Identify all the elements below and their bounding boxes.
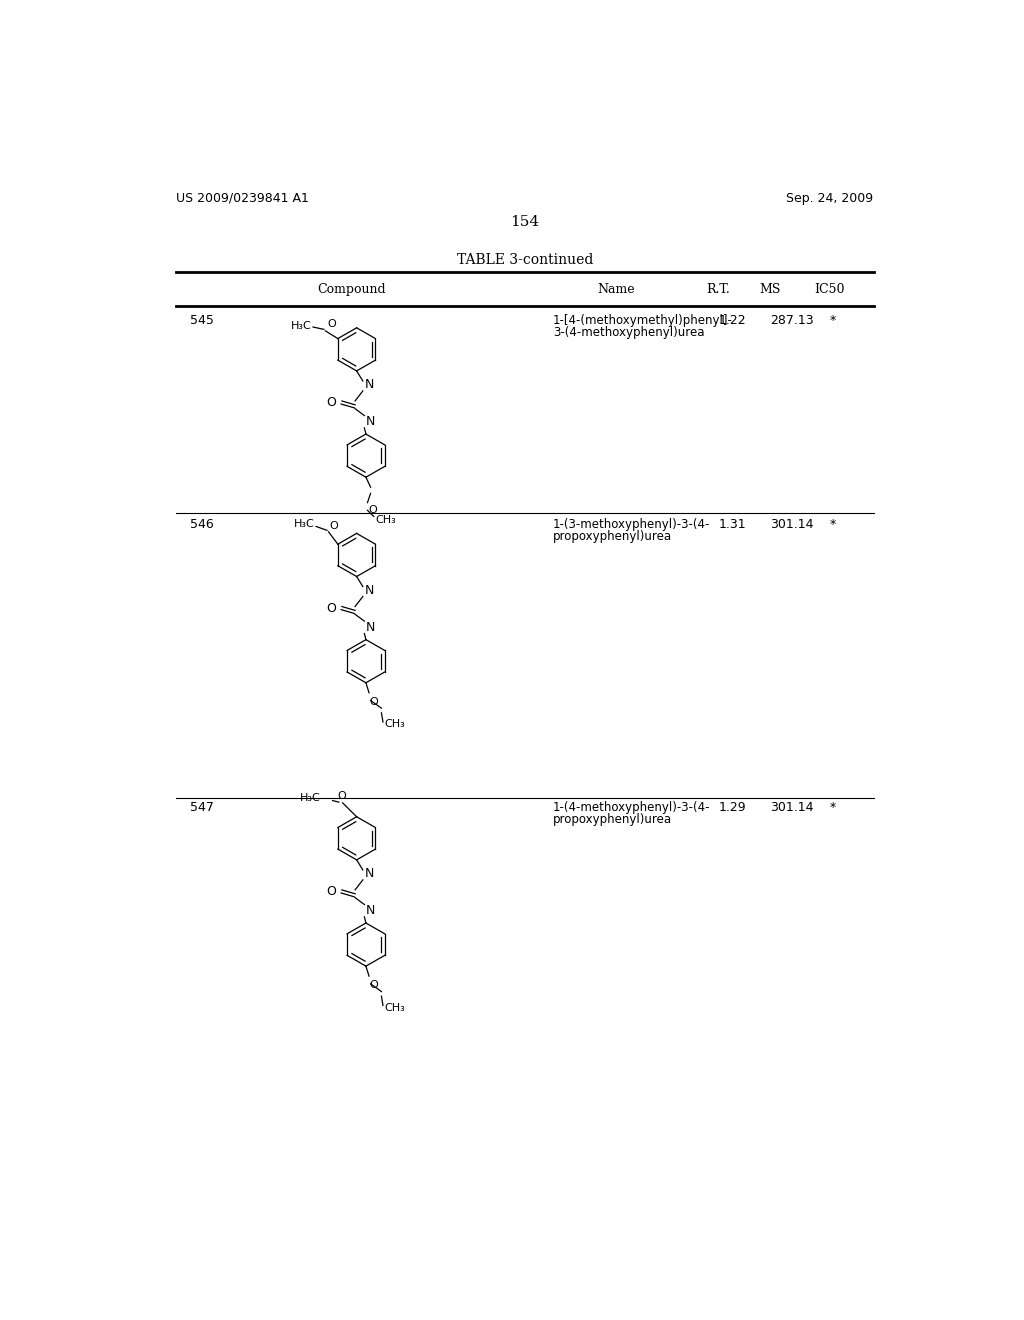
Text: 3-(4-methoxyphenyl)urea: 3-(4-methoxyphenyl)urea (553, 326, 705, 339)
Text: O: O (327, 884, 337, 898)
Text: 301.14: 301.14 (770, 801, 813, 814)
Text: O: O (370, 979, 379, 990)
Text: H₃C: H₃C (300, 793, 321, 804)
Text: 287.13: 287.13 (770, 314, 813, 326)
Text: 154: 154 (510, 215, 540, 228)
Text: O: O (370, 697, 379, 706)
Text: CH₃: CH₃ (385, 1003, 406, 1012)
Text: 1-(4-methoxyphenyl)-3-(4-: 1-(4-methoxyphenyl)-3-(4- (553, 801, 711, 814)
Text: 1-[4-(methoxymethyl)phenyl]-: 1-[4-(methoxymethyl)phenyl]- (553, 314, 732, 326)
Text: N: N (365, 583, 374, 597)
Text: propoxyphenyl)urea: propoxyphenyl)urea (553, 813, 672, 826)
Text: N: N (365, 867, 374, 880)
Text: N: N (365, 379, 374, 391)
Text: H₃C: H₃C (294, 519, 314, 529)
Text: US 2009/0239841 A1: US 2009/0239841 A1 (176, 191, 309, 205)
Text: N: N (366, 620, 376, 634)
Text: 301.14: 301.14 (770, 517, 813, 531)
Text: *: * (829, 801, 836, 814)
Text: propoxyphenyl)urea: propoxyphenyl)urea (553, 529, 672, 543)
Text: N: N (366, 904, 376, 917)
Text: 1.29: 1.29 (719, 801, 746, 814)
Text: TABLE 3-continued: TABLE 3-continued (457, 253, 593, 267)
Text: CH₃: CH₃ (385, 719, 406, 730)
Text: O: O (369, 506, 377, 515)
Text: Sep. 24, 2009: Sep. 24, 2009 (786, 191, 873, 205)
Text: 545: 545 (190, 314, 214, 326)
Text: *: * (829, 314, 836, 326)
Text: 546: 546 (190, 517, 214, 531)
Text: 1.31: 1.31 (719, 517, 746, 531)
Text: O: O (327, 602, 337, 615)
Text: O: O (338, 792, 346, 801)
Text: O: O (327, 319, 336, 330)
Text: CH₃: CH₃ (375, 515, 396, 525)
Text: Compound: Compound (317, 282, 386, 296)
Text: R.T.: R.T. (707, 282, 730, 296)
Text: H₃C: H₃C (291, 321, 311, 331)
Text: *: * (829, 517, 836, 531)
Text: O: O (327, 396, 337, 409)
Text: IC50: IC50 (814, 282, 845, 296)
Text: 1.22: 1.22 (719, 314, 746, 326)
Text: 547: 547 (190, 801, 214, 814)
Text: MS: MS (759, 282, 780, 296)
Text: N: N (366, 416, 376, 428)
Text: 1-(3-methoxyphenyl)-3-(4-: 1-(3-methoxyphenyl)-3-(4- (553, 517, 710, 531)
Text: O: O (330, 521, 338, 531)
Text: Name: Name (597, 282, 635, 296)
